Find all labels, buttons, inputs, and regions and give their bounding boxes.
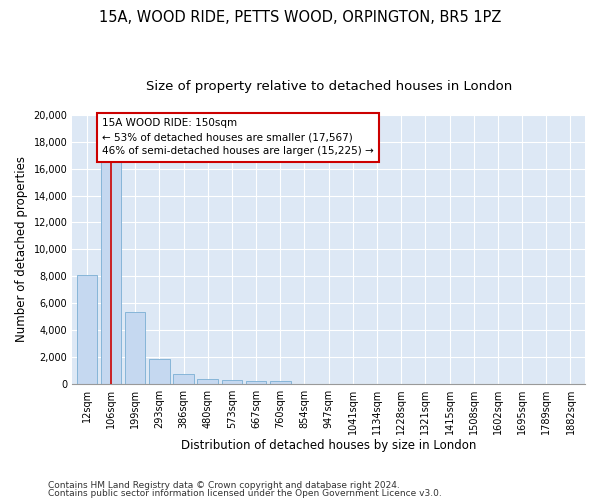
Title: Size of property relative to detached houses in London: Size of property relative to detached ho…: [146, 80, 512, 93]
Text: Contains HM Land Registry data © Crown copyright and database right 2024.: Contains HM Land Registry data © Crown c…: [48, 481, 400, 490]
Text: 15A, WOOD RIDE, PETTS WOOD, ORPINGTON, BR5 1PZ: 15A, WOOD RIDE, PETTS WOOD, ORPINGTON, B…: [99, 10, 501, 25]
Bar: [125, 312, 145, 384]
Bar: [246, 381, 266, 384]
Text: 15A WOOD RIDE: 150sqm
← 53% of detached houses are smaller (17,567)
46% of semi-: 15A WOOD RIDE: 150sqm ← 53% of detached …: [102, 118, 374, 156]
Bar: [77, 275, 97, 384]
Bar: [270, 381, 290, 384]
Bar: [173, 374, 194, 384]
Bar: [221, 380, 242, 384]
Bar: [197, 380, 218, 384]
Y-axis label: Number of detached properties: Number of detached properties: [15, 156, 28, 342]
X-axis label: Distribution of detached houses by size in London: Distribution of detached houses by size …: [181, 440, 476, 452]
Text: Contains public sector information licensed under the Open Government Licence v3: Contains public sector information licen…: [48, 488, 442, 498]
Bar: [149, 358, 170, 384]
Bar: [101, 162, 121, 384]
